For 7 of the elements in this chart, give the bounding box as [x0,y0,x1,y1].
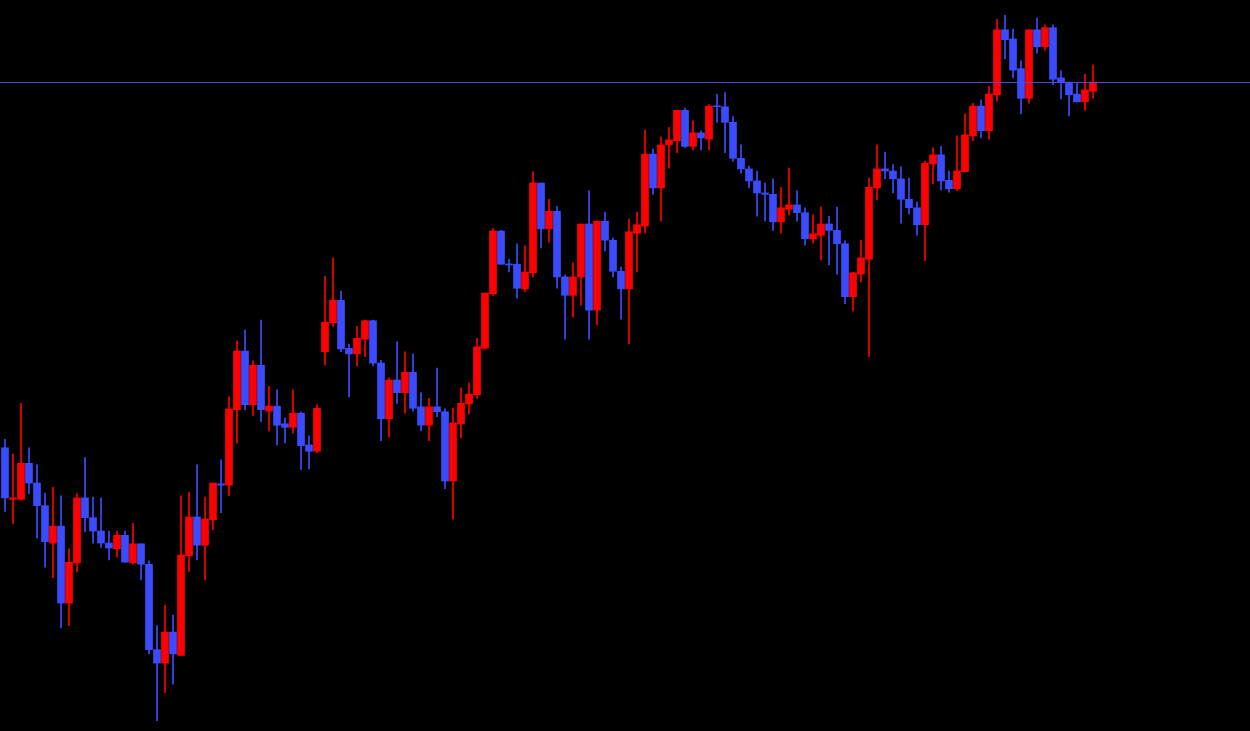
candlestick [393,341,401,404]
candlestick [697,130,705,151]
candlestick [97,497,105,548]
candlestick [105,530,113,561]
candlestick [217,459,225,514]
candlestick [49,486,57,579]
candlestick [265,386,273,432]
